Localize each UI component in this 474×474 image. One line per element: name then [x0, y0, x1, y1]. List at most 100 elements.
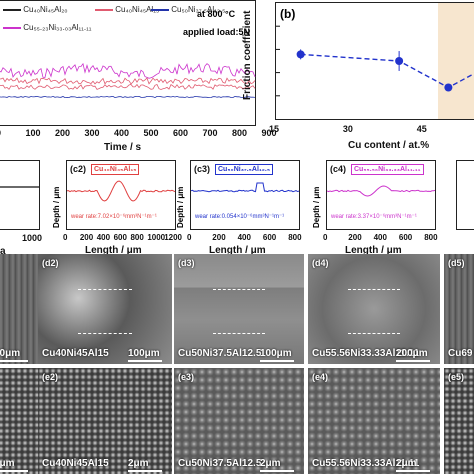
panel-b-xtick: 30 [342, 124, 353, 134]
profile-xtick: 400 [96, 233, 111, 242]
wear-track-edge-top [213, 289, 265, 291]
legend-swatch-1 [3, 8, 21, 11]
wear-track-edge-top [78, 289, 132, 291]
panel-c1-line [0, 186, 39, 188]
panel-b-xlabel: Cu content / at.% [348, 140, 430, 151]
sem-alloy-label: Cu40Ni45Al15 [42, 348, 109, 359]
sem-alloy-label: Cu40Ni45Al15 [42, 458, 109, 469]
wear-track-edge-bottom [78, 333, 132, 335]
profile-xtick: 600 [398, 233, 413, 242]
sem-alloy-label: Cu69 [448, 348, 473, 359]
profile-xtick: 1200 [164, 233, 182, 242]
legend-label-4: Cu₅₅.₂₃Ni₃₃.₀₃Al₁₁.₁₁ [23, 23, 92, 32]
legend-item-3: Cu₅₀Ni₃₇.₅Al₁₂.₅ [151, 5, 225, 14]
profile-plot-2: (c2) Cu₄₀Ni₄₅Al₁₅ wear rate:7.02×10⁻⁶mm³N⁻… [66, 160, 176, 230]
sem-image-d3: (d3) Cu50Ni37.5Al12.5 100μm [174, 254, 304, 364]
sem-scale-bar [128, 470, 162, 472]
wear-track-edge-top [347, 289, 401, 291]
sem-scale-label: 50μm [0, 348, 21, 359]
sem-panel-id: (d2) [42, 258, 59, 268]
sem-image-e2: (e2) Cu40Ni45Al15 2μm [38, 368, 172, 474]
sem-panel-id: (e4) [312, 372, 329, 382]
panel-a-xtick: 300 [84, 128, 100, 138]
profile-curve-2 [66, 180, 176, 202]
panel-c1-xlabel-frag: a [0, 246, 6, 257]
panel-a-curves [0, 62, 256, 99]
profile-xtick: 400 [237, 233, 251, 242]
sem-scale-bar [396, 360, 430, 362]
panel-c1-xtick: 1000 [22, 233, 43, 243]
sem-panel-id: (e2) [42, 372, 59, 382]
sem-panel-id: (d4) [312, 258, 329, 268]
profile-alloy-label: Cu₅₀Ni₃₇.₅Al₁₂.₅ [215, 164, 274, 175]
legend-swatch-2 [95, 8, 113, 11]
depth-trace [66, 180, 176, 202]
sem-scale-bar [0, 360, 28, 362]
profile-wear-rate: wear rate:0.054×10⁻⁶mm³N⁻¹m⁻¹ [195, 214, 285, 220]
condition-temp: at 800 °C [197, 9, 236, 19]
panel-a-xlabel: Time / s [104, 142, 142, 153]
panel-a-xtick: 600 [173, 128, 189, 138]
sem-panel-id: (e5) [448, 372, 465, 382]
panel-c1-fragment [0, 160, 40, 230]
panel-b-chart [276, 25, 474, 97]
legend-swatch-4 [3, 26, 21, 29]
legend-item-2: Cu₄₀Ni₄₅Al₁₅ [95, 5, 159, 14]
profile-xtick: 800 [130, 233, 144, 242]
profile-xlabel: Length / μm [85, 245, 142, 256]
profile-xlabel: Length / μm [209, 245, 266, 256]
sem-image-d5: (d5) Cu69 [444, 254, 474, 364]
friction-trace-1 [0, 62, 256, 79]
panel-b-ylabel: Friction coefficient [242, 10, 253, 100]
profile-id: (c4) [330, 164, 347, 174]
sem-scale-bar [260, 360, 294, 362]
profile-xtick: 200 [348, 233, 362, 242]
sem-image-e5: (e5) [444, 368, 474, 474]
sem-image-e3: (e3) Cu50Ni37.5Al12.5 2μm [174, 368, 304, 474]
data-point [395, 57, 404, 65]
profile-plot-3: (c3) Cu₅₀Ni₃₇.₅Al₁₂.₅ wear rate:0.054×10⁻⁶… [190, 160, 300, 230]
legend-label-1: Cu₄₀Ni₄₅Al₂₀ [23, 5, 68, 14]
profile-ylabel: Depth / μm [52, 186, 61, 228]
profile-curve-4 [326, 185, 436, 197]
profile-xtick: 0 [323, 233, 328, 242]
wear-track-edge-bottom [347, 333, 401, 335]
profile-xtick: 200 [212, 233, 226, 242]
profile-alloy-label: Cu₄₀Ni₄₅Al₁₅ [91, 164, 140, 175]
depth-trace [190, 182, 300, 193]
profile-id: (c2) [70, 164, 87, 174]
sem-image-e1: 2μm [0, 368, 38, 474]
friction-trace-2 [0, 77, 256, 85]
panel-a-xtick: 700 [202, 128, 218, 138]
profile-xlabel: Length / μm [345, 245, 402, 256]
profile-ylabel: Depth / μm [176, 186, 185, 228]
sem-scale-label: 100μm [260, 348, 292, 359]
profile-xtick: 800 [424, 233, 438, 242]
profile-id: (c3) [194, 164, 211, 174]
data-point [296, 50, 305, 59]
data-point [444, 83, 453, 92]
depth-trace [326, 185, 436, 197]
trend-line [300, 53, 474, 89]
panel-a-xtick: 500 [143, 128, 159, 138]
profile-curve-3 [190, 182, 300, 193]
sem-scale-label: 100μm [128, 348, 160, 359]
panel-a-xtick: 100 [25, 128, 41, 138]
sem-scale-label: 2μm [260, 458, 281, 469]
panel-a-xtick: 900 [261, 128, 277, 138]
friction-trace-3 [0, 83, 256, 90]
profile-alloy-label: Cu₅₅.₅₆Ni₃₃.₃₃Al₁₁.₁₁ [351, 164, 424, 175]
sem-alloy-label: Cu55.56Ni33.33Al11.11 [312, 458, 420, 469]
panel-a-xtick: 800 [232, 128, 248, 138]
sem-alloy-label: Cu50Ni37.5Al12.5 [178, 348, 262, 359]
sem-image-d4: (d4) Cu55.56Ni33.33Al11.11 200μm [308, 254, 440, 364]
sem-panel-id: (d3) [178, 258, 195, 268]
wear-track-edge-bottom [213, 333, 265, 335]
profile-ylabel: Depth / μm [312, 186, 321, 228]
sem-scale-bar [260, 470, 294, 472]
panel-b-label: (b) [280, 7, 296, 21]
panel-a-xtick: 200 [55, 128, 71, 138]
profile-xtick: 0 [187, 233, 192, 242]
sem-scale-bar [128, 360, 162, 362]
sem-panel-id: (e3) [178, 372, 195, 382]
